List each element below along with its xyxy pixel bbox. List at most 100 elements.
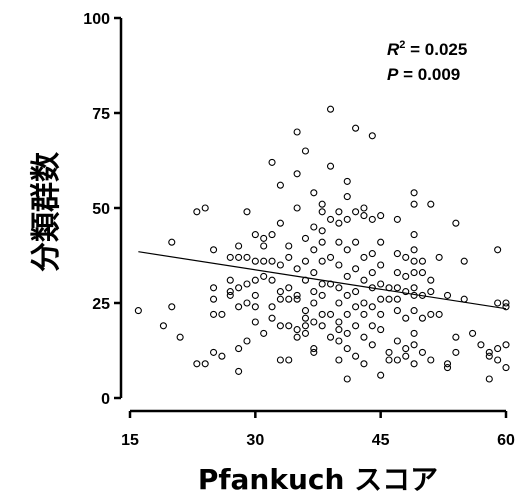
data-point — [260, 234, 268, 242]
data-point — [301, 314, 310, 322]
data-point — [427, 356, 435, 364]
data-point — [368, 250, 376, 258]
data-point — [159, 322, 167, 330]
data-point — [418, 348, 426, 356]
data-point — [377, 261, 385, 269]
data-point — [360, 253, 368, 261]
data-point — [402, 345, 410, 353]
data-point — [352, 265, 360, 273]
data-point — [301, 147, 310, 155]
data-point — [368, 215, 376, 223]
data-point — [226, 291, 234, 299]
data-point — [352, 322, 360, 330]
data-point — [410, 189, 418, 197]
data-point — [260, 272, 268, 280]
data-point — [402, 314, 410, 322]
p-value: = 0.009 — [398, 65, 460, 84]
data-point — [318, 280, 326, 288]
data-point — [494, 299, 502, 307]
data-point — [310, 223, 318, 231]
data-point — [293, 295, 301, 303]
data-point — [251, 276, 259, 284]
data-point — [310, 288, 318, 296]
data-point — [377, 238, 385, 246]
data-point — [343, 272, 351, 280]
data-point — [243, 280, 251, 288]
data-point — [460, 257, 468, 265]
data-point — [469, 329, 477, 337]
data-point — [268, 276, 276, 284]
data-point — [293, 170, 301, 178]
data-point — [377, 295, 385, 303]
data-point — [251, 231, 259, 239]
data-point — [427, 276, 435, 284]
data-point — [235, 345, 243, 353]
p-label: P — [387, 65, 399, 84]
data-point — [326, 310, 335, 318]
data-point — [201, 360, 209, 368]
x-ticks: 15 30 45 60 — [121, 411, 515, 449]
data-point — [402, 288, 410, 296]
y-tick-label: 25 — [92, 296, 110, 313]
data-point — [210, 310, 218, 318]
data-point — [452, 219, 460, 227]
data-point — [410, 257, 418, 265]
data-point — [251, 303, 259, 311]
data-point — [343, 215, 351, 223]
data-point — [310, 269, 318, 277]
data-point — [393, 307, 401, 315]
data-point — [368, 303, 376, 311]
data-point — [285, 242, 293, 250]
x-tick-label: 60 — [497, 432, 515, 449]
trend-line — [138, 251, 507, 310]
data-point — [393, 269, 401, 277]
data-point — [410, 329, 418, 337]
r2-value: = 0.025 — [405, 40, 467, 59]
data-point — [410, 291, 418, 299]
data-point — [318, 310, 326, 318]
data-point — [427, 310, 435, 318]
data-point — [360, 299, 368, 307]
data-point — [385, 295, 393, 303]
data-point — [251, 291, 259, 299]
y-tick-label: 100 — [83, 11, 110, 28]
data-point — [502, 299, 510, 307]
data-point — [318, 200, 326, 208]
data-point — [393, 250, 401, 258]
data-point — [301, 322, 310, 330]
data-point — [402, 253, 410, 261]
data-point — [293, 204, 301, 212]
data-point — [268, 303, 276, 311]
data-point — [410, 341, 418, 349]
data-point — [410, 269, 418, 277]
p-annotation: P = 0.009 — [387, 65, 460, 84]
data-point — [301, 234, 310, 242]
data-point — [502, 341, 510, 349]
data-point — [502, 303, 510, 311]
data-point — [235, 253, 243, 261]
data-point — [268, 231, 276, 239]
data-point — [335, 337, 343, 345]
x-tick-label: 30 — [246, 432, 264, 449]
r2-superscript: 2 — [399, 39, 405, 51]
data-point — [276, 356, 284, 364]
data-point — [176, 333, 184, 341]
data-point — [243, 208, 251, 216]
data-point — [260, 242, 268, 250]
data-point — [210, 246, 218, 254]
data-point — [418, 269, 426, 277]
data-point — [377, 212, 385, 220]
data-point — [410, 307, 418, 315]
data-point — [343, 291, 351, 299]
data-point — [368, 132, 376, 140]
data-point — [377, 280, 385, 288]
data-point — [393, 337, 401, 345]
data-point — [377, 310, 385, 318]
data-point — [293, 291, 301, 299]
data-point — [452, 348, 460, 356]
data-point — [276, 261, 284, 269]
data-point — [260, 257, 268, 265]
data-point — [343, 246, 351, 254]
r2-label: R — [387, 40, 400, 59]
data-point — [168, 238, 176, 246]
